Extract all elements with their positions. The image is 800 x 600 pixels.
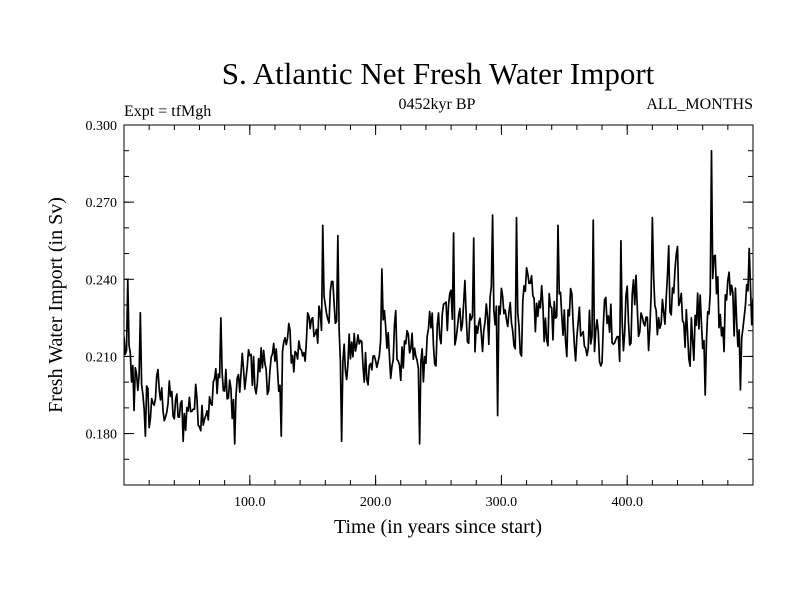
chart-subtitle: 0452kyr BP: [399, 96, 476, 113]
months-label: ALL_MONTHS: [646, 96, 753, 113]
y-tick-label: 0.180: [86, 428, 118, 443]
y-tick-label: 0.300: [86, 119, 118, 134]
x-tick-label: 400.0: [611, 495, 643, 510]
x-tick-label: 100.0: [234, 495, 266, 510]
x-axis-label: Time (in years since start): [334, 516, 542, 538]
x-tick-label: 200.0: [360, 495, 392, 510]
y-axis: 0.180 0.210 0.240 0.270 0.300: [86, 119, 753, 460]
y-tick-label: 0.210: [86, 350, 118, 365]
y-tick-label: 0.270: [86, 196, 118, 211]
x-tick-label: 300.0: [486, 495, 518, 510]
y-tick-label: 0.240: [86, 273, 118, 288]
plot-area: [123, 124, 754, 486]
chart-title: S. Atlantic Net Fresh Water Import: [222, 56, 655, 91]
x-axis: 100.0 200.0 300.0 400.0: [148, 125, 729, 510]
expt-label: Expt = tfMgh: [124, 103, 211, 120]
plot-frame: [123, 124, 754, 486]
series-line: [124, 149, 753, 445]
y-axis-label: Fresh Water Import (in Sv): [45, 197, 67, 413]
